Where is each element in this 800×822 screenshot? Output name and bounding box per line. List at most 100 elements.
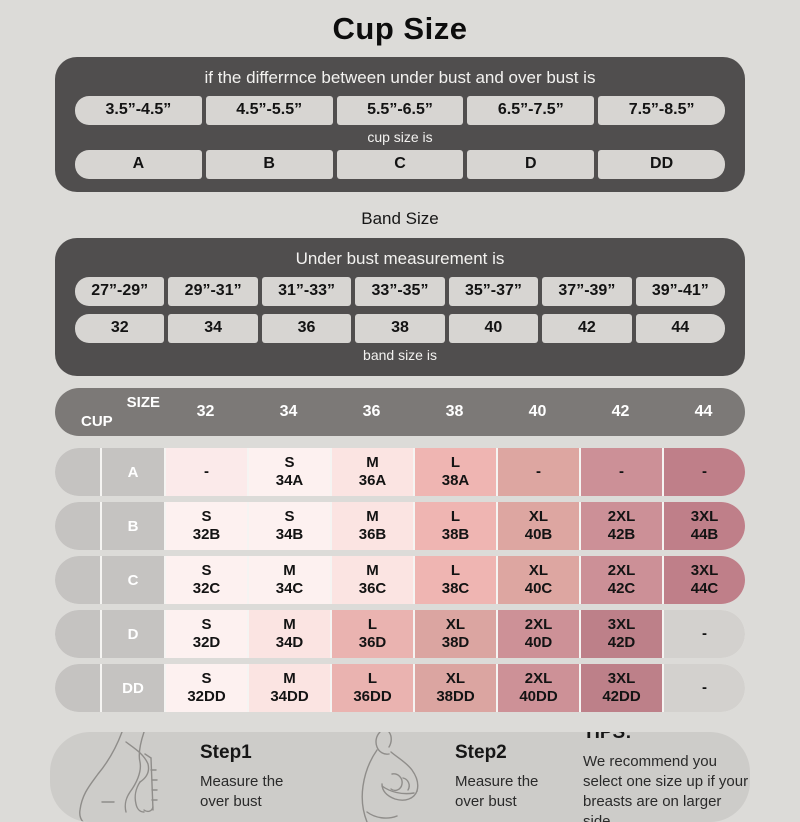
cell-size: - xyxy=(619,463,624,481)
row-label: A xyxy=(102,448,164,496)
corner-size-label: SIZE xyxy=(127,394,160,411)
band-panel-heading: Under bust measurement is xyxy=(75,243,725,277)
band-number: 32 xyxy=(75,314,164,343)
step2-text: Measure the over bust xyxy=(455,772,555,813)
size-cell: - xyxy=(166,448,247,496)
cell-code: 44B xyxy=(691,526,719,544)
cell-code: 42DD xyxy=(602,688,640,706)
row-label: C xyxy=(102,556,164,604)
column-header: 42 xyxy=(579,403,662,421)
difference-range: 4.5”-5.5” xyxy=(206,96,333,125)
column-header: 36 xyxy=(330,403,413,421)
cell-size: - xyxy=(204,463,209,481)
band-size-heading: Band Size xyxy=(0,209,800,229)
cell-size: - xyxy=(702,625,707,643)
band-measurement-row: 27”-29” 29”-31” 31”-33” 33”-35” 35”-37” … xyxy=(75,277,725,306)
row-cap xyxy=(55,610,100,658)
cell-size: M xyxy=(283,616,296,634)
cell-code: 34A xyxy=(276,472,304,490)
band-number: 44 xyxy=(636,314,725,343)
tips-block: TIPS: We recommend you select one size u… xyxy=(583,732,750,822)
band-number: 38 xyxy=(355,314,444,343)
cell-size: L xyxy=(368,616,377,634)
cell-code: 44C xyxy=(691,580,719,598)
cell-size: S xyxy=(201,508,211,526)
cell-size: XL xyxy=(529,508,548,526)
underbust-range: 31”-33” xyxy=(262,277,351,306)
cell-size: S xyxy=(201,562,211,580)
row-label: B xyxy=(102,502,164,550)
cell-size: 2XL xyxy=(608,562,636,580)
cell-code: 42D xyxy=(608,634,636,652)
cell-size: 3XL xyxy=(608,670,636,688)
cell-size: - xyxy=(536,463,541,481)
row-label: DD xyxy=(102,664,164,712)
cell-size: M xyxy=(366,454,379,472)
cell-code: 36C xyxy=(359,580,387,598)
cell-size: S xyxy=(201,616,211,634)
cell-code: 38B xyxy=(442,526,470,544)
size-cell: - xyxy=(664,664,745,712)
measuring-tips-box: Step1 Measure the over bust Step2 Measur… xyxy=(50,732,750,822)
step2-figure-illustration xyxy=(322,732,447,822)
step2-block: Step2 Measure the over bust xyxy=(455,742,555,813)
column-header: 32 xyxy=(164,403,247,421)
cell-code: 32D xyxy=(193,634,221,652)
cell-code: 42B xyxy=(608,526,636,544)
row-cap xyxy=(55,556,100,604)
cell-size: - xyxy=(702,679,707,697)
difference-range: 7.5”-8.5” xyxy=(598,96,725,125)
cup-letter: B xyxy=(206,150,333,179)
column-header: 40 xyxy=(496,403,579,421)
underbust-range: 39”-41” xyxy=(636,277,725,306)
size-cell: - xyxy=(664,610,745,658)
cup-letter: C xyxy=(337,150,464,179)
step1-block: Step1 Measure the over bust xyxy=(200,742,300,813)
cell-size: 3XL xyxy=(691,508,719,526)
cell-code: 36A xyxy=(359,472,387,490)
size-cell: - xyxy=(498,448,579,496)
cell-size: M xyxy=(283,670,296,688)
cup-difference-row: 3.5”-4.5” 4.5”-5.5” 5.5”-6.5” 6.5”-7.5” … xyxy=(75,96,725,125)
cell-size: L xyxy=(451,562,460,580)
cell-size: L xyxy=(451,508,460,526)
cell-size: XL xyxy=(446,616,465,634)
row-cap xyxy=(55,448,100,496)
cell-size: L xyxy=(368,670,377,688)
step1-text: Measure the over bust xyxy=(200,772,300,813)
cell-code: 32DD xyxy=(187,688,225,706)
cell-code: 40B xyxy=(525,526,553,544)
cell-size: XL xyxy=(446,670,465,688)
band-size-panel: Under bust measurement is 27”-29” 29”-31… xyxy=(55,238,745,376)
difference-range: 5.5”-6.5” xyxy=(337,96,464,125)
row-label: D xyxy=(102,610,164,658)
cell-size: M xyxy=(366,508,379,526)
size-cell: - xyxy=(581,448,662,496)
tips-title: TIPS: xyxy=(583,732,750,744)
step1-figure-illustration xyxy=(50,732,200,822)
column-header: 38 xyxy=(413,403,496,421)
